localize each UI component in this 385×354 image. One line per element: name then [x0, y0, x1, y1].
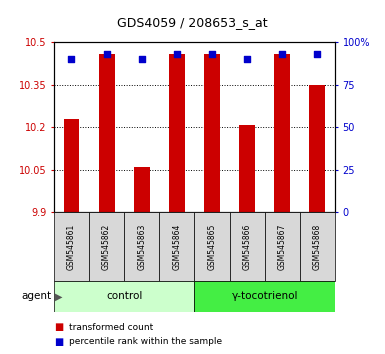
Bar: [204, 54, 220, 212]
Text: ■: ■: [54, 337, 63, 347]
Text: GDS4059 / 208653_s_at: GDS4059 / 208653_s_at: [117, 17, 268, 29]
Point: [209, 52, 215, 57]
Bar: [89, 212, 124, 281]
Point: [314, 52, 320, 57]
Point: [174, 52, 180, 57]
Bar: [275, 54, 290, 212]
Text: agent: agent: [22, 291, 52, 302]
Bar: [54, 212, 89, 281]
Point: [69, 57, 75, 62]
Bar: [169, 54, 185, 212]
Text: GSM545862: GSM545862: [102, 224, 111, 270]
Bar: [64, 119, 79, 212]
Text: GSM545864: GSM545864: [172, 224, 181, 270]
Bar: [159, 212, 194, 281]
Text: ■: ■: [54, 322, 63, 332]
Bar: [194, 212, 229, 281]
Bar: [134, 167, 150, 212]
Text: GSM545866: GSM545866: [243, 224, 252, 270]
Text: GSM545863: GSM545863: [137, 224, 146, 270]
Bar: [124, 212, 159, 281]
Bar: [99, 54, 114, 212]
Text: GSM545865: GSM545865: [208, 224, 216, 270]
Point: [139, 57, 145, 62]
Point: [244, 57, 250, 62]
Bar: [229, 212, 265, 281]
Text: control: control: [106, 291, 142, 302]
Point: [279, 52, 285, 57]
Text: GSM545867: GSM545867: [278, 224, 287, 270]
Text: ▶: ▶: [55, 291, 62, 302]
Point: [104, 52, 110, 57]
Bar: [264, 212, 300, 281]
Bar: [300, 212, 335, 281]
Text: transformed count: transformed count: [69, 323, 154, 332]
Text: γ-tocotrienol: γ-tocotrienol: [231, 291, 298, 302]
Bar: [54, 281, 194, 312]
Text: GSM545868: GSM545868: [313, 224, 322, 270]
Text: percentile rank within the sample: percentile rank within the sample: [69, 337, 223, 346]
Bar: [310, 85, 325, 212]
Bar: [194, 281, 335, 312]
Text: GSM545861: GSM545861: [67, 224, 76, 270]
Bar: [239, 125, 255, 212]
